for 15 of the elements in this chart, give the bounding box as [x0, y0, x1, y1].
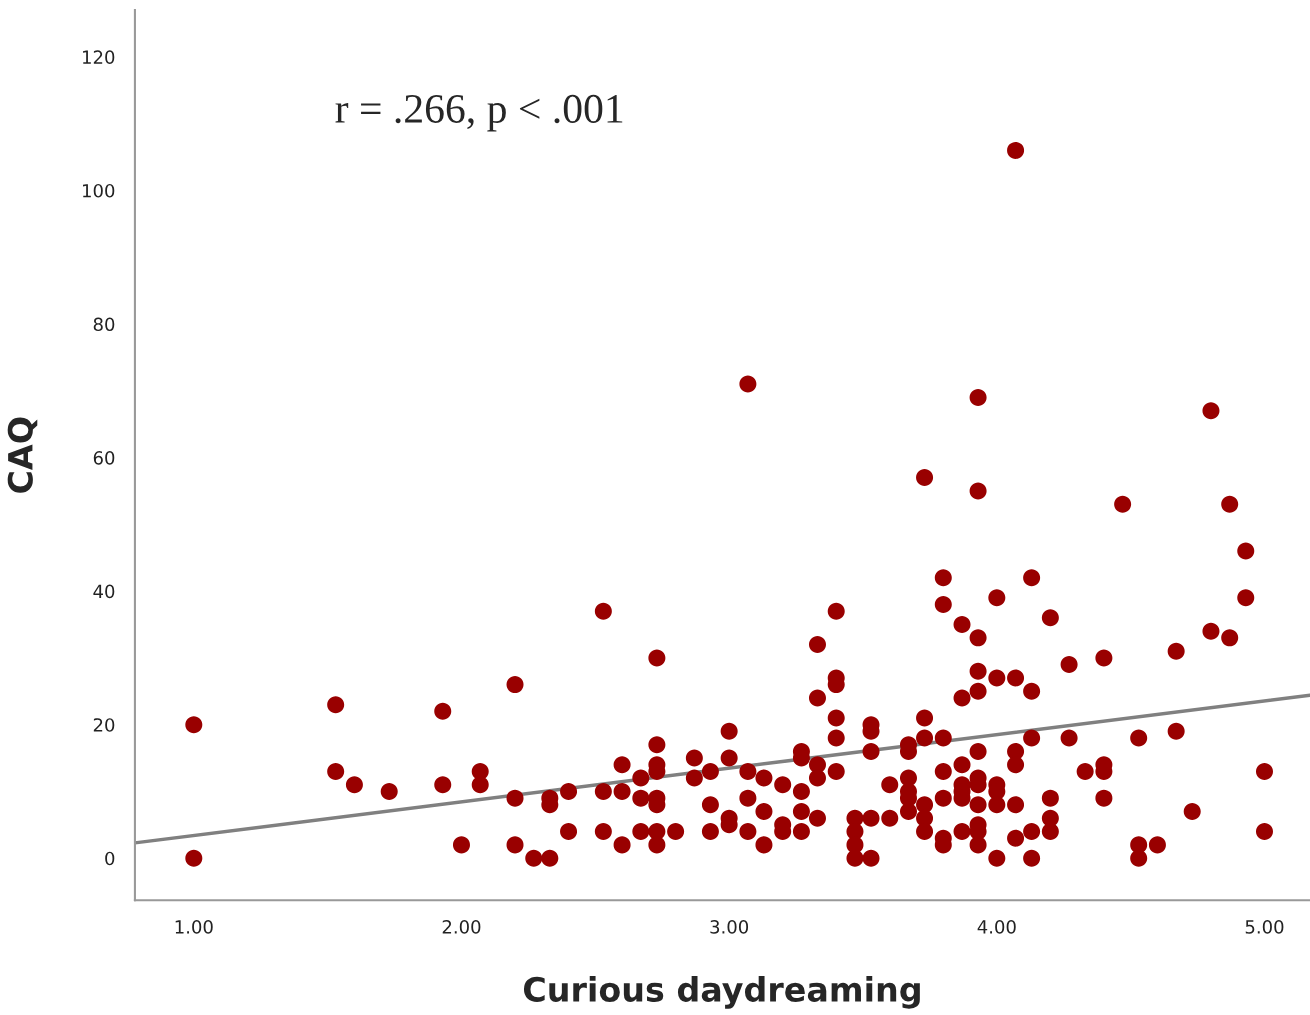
y-tick-label: 0 — [105, 851, 115, 866]
x-tick-label: 3.00 — [710, 920, 749, 934]
y-tick-label: 20 — [93, 718, 115, 732]
x-axis-title: Curious daydreaming — [523, 976, 920, 1009]
x-tick-label: 1.00 — [175, 920, 213, 934]
y-tick-label: 80 — [93, 317, 115, 332]
y-tick-label: 100 — [83, 183, 115, 198]
x-tick-label: 2.00 — [442, 920, 481, 934]
x-tick-label: 4.00 — [977, 920, 1016, 934]
x-tick-label: 5.00 — [1245, 920, 1284, 934]
y-tick-label: 40 — [93, 584, 115, 599]
y-tick-label: 120 — [83, 50, 115, 65]
y-axis-title: CAQ — [7, 417, 38, 493]
annotation: r = .266, p < .001 — [335, 94, 623, 132]
y-tick-label: 60 — [93, 451, 115, 465]
